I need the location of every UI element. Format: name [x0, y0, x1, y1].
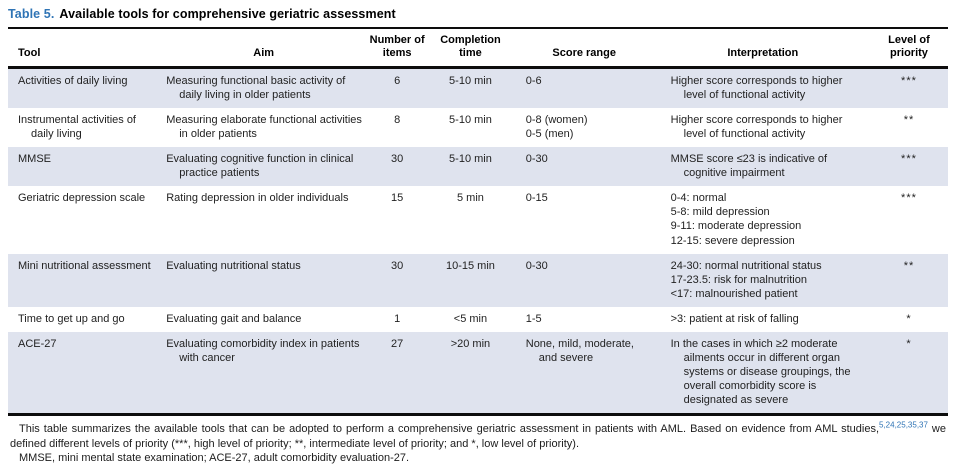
cell-score-range: 0-30	[525, 259, 548, 272]
cell-number-of-items: 30	[391, 259, 404, 272]
cell-tool: ACE-27	[18, 337, 57, 350]
cell-priority-stars: *	[906, 337, 912, 350]
cell-priority-stars: **	[903, 259, 915, 272]
cell-interpretation: In the cases in which ≥2 moderate ailmen…	[670, 337, 851, 407]
footnote-summary: This table summarizes the available tool…	[10, 420, 946, 451]
cell-aim: Rating depression in older individuals	[166, 192, 349, 205]
cell-interpretation: 0-4: normal 5-8: mild depression 9-11: mod…	[670, 192, 802, 247]
citation-superscript[interactable]: 5,24,25,35,37	[879, 420, 928, 430]
table-row: Time to get up and go Evaluating gait an…	[8, 307, 948, 332]
column-header-level-of-priority: Level of priority	[869, 28, 948, 69]
cell-aim: Measuring functional basic activity of d…	[166, 74, 346, 101]
cell-aim: Evaluating nutritional status	[166, 259, 301, 272]
table-caption: Available tools for comprehensive geriat…	[59, 7, 396, 21]
cell-tool: Geriatric depression scale	[18, 192, 146, 205]
table-number: Table 5.	[8, 7, 55, 21]
cell-completion-time: 5-10 min	[449, 74, 492, 87]
cell-priority-stars: ***	[901, 192, 917, 205]
cell-interpretation: Higher score corresponds to higher level…	[670, 74, 843, 101]
cell-tool: Mini nutritional assessment	[18, 259, 151, 272]
table-row: MMSE Evaluating cognitive function in cl…	[8, 147, 948, 187]
cell-score-range: 0-30	[525, 153, 548, 166]
cell-completion-time: 5 min	[457, 192, 484, 205]
column-header-completion-time: Completion time	[428, 28, 513, 69]
cell-tool: Instrumental activities of daily living	[18, 113, 136, 141]
geriatric-tools-table: Tool Aim Number of items Completion time…	[8, 27, 948, 417]
column-header-score-range: Score range	[512, 28, 656, 69]
column-header-interpretation: Interpretation	[655, 28, 870, 69]
cell-number-of-items: 1	[394, 312, 401, 325]
footnote-text-after: we defined different levels of priority …	[10, 423, 946, 450]
cell-tool: MMSE	[18, 153, 51, 166]
cell-priority-stars: **	[903, 113, 915, 126]
cell-number-of-items: 30	[391, 153, 404, 166]
cell-aim: Evaluating gait and balance	[166, 312, 302, 325]
cell-completion-time: 10-15 min	[445, 259, 495, 272]
table-row: ACE-27 Evaluating comorbidity index in p…	[8, 331, 948, 415]
cell-aim: Evaluating cognitive function in clinica…	[166, 153, 354, 180]
cell-completion-time: <5 min	[453, 312, 488, 325]
cell-completion-time: >20 min	[450, 337, 491, 350]
cell-score-range: 1-5	[525, 312, 542, 325]
cell-number-of-items: 15	[391, 192, 404, 205]
cell-number-of-items: 6	[394, 74, 401, 87]
table-body: Activities of daily living Measuring fun…	[8, 67, 948, 415]
table-header: Tool Aim Number of items Completion time…	[8, 28, 948, 69]
table-footnote: This table summarizes the available tool…	[8, 420, 948, 466]
table-row: Geriatric depression scale Rating depres…	[8, 186, 948, 253]
cell-interpretation: >3: patient at risk of falling	[670, 312, 799, 325]
cell-score-range: 0-8 (women) 0-5 (men)	[525, 113, 588, 141]
cell-score-range: 0-6	[525, 74, 542, 87]
cell-score-range: 0-15	[525, 192, 548, 205]
cell-completion-time: 5-10 min	[449, 153, 492, 166]
cell-interpretation: 24-30: normal nutritional status 17-23.5:…	[670, 259, 822, 300]
cell-number-of-items: 8	[394, 113, 401, 126]
cell-priority-stars: ***	[901, 153, 917, 166]
column-header-aim: Aim	[161, 28, 367, 69]
header-row: Tool Aim Number of items Completion time…	[8, 28, 948, 69]
table-row: Mini nutritional assessment Evaluating n…	[8, 253, 948, 307]
cell-tool: Time to get up and go	[18, 312, 125, 325]
table-row: Instrumental activities of daily living …	[8, 108, 948, 147]
cell-completion-time: 5-10 min	[449, 113, 492, 126]
cell-score-range: None, mild, moderate, and severe	[525, 337, 634, 364]
cell-tool: Activities of daily living	[18, 74, 128, 87]
cell-priority-stars: ***	[901, 74, 917, 87]
cell-number-of-items: 27	[391, 337, 404, 350]
cell-aim: Evaluating comorbidity index in patients…	[166, 337, 360, 364]
cell-interpretation: Higher score corresponds to higher level…	[670, 113, 843, 141]
table-title: Table 5. Available tools for comprehensiv…	[8, 4, 948, 27]
column-header-number-of-items: Number of items	[366, 28, 429, 69]
cell-aim: Measuring elaborate functional activitie…	[166, 113, 362, 141]
column-header-tool: Tool	[8, 28, 162, 69]
footnote-abbreviations: MMSE, mini mental state examination; ACE…	[19, 452, 410, 465]
footnote-text-before: This table summarizes the available tool…	[19, 423, 879, 436]
table-row: Activities of daily living Measuring fun…	[8, 67, 948, 108]
cell-interpretation: MMSE score ≤23 is indicative of cognitiv…	[670, 153, 828, 180]
cell-priority-stars: *	[906, 312, 912, 325]
